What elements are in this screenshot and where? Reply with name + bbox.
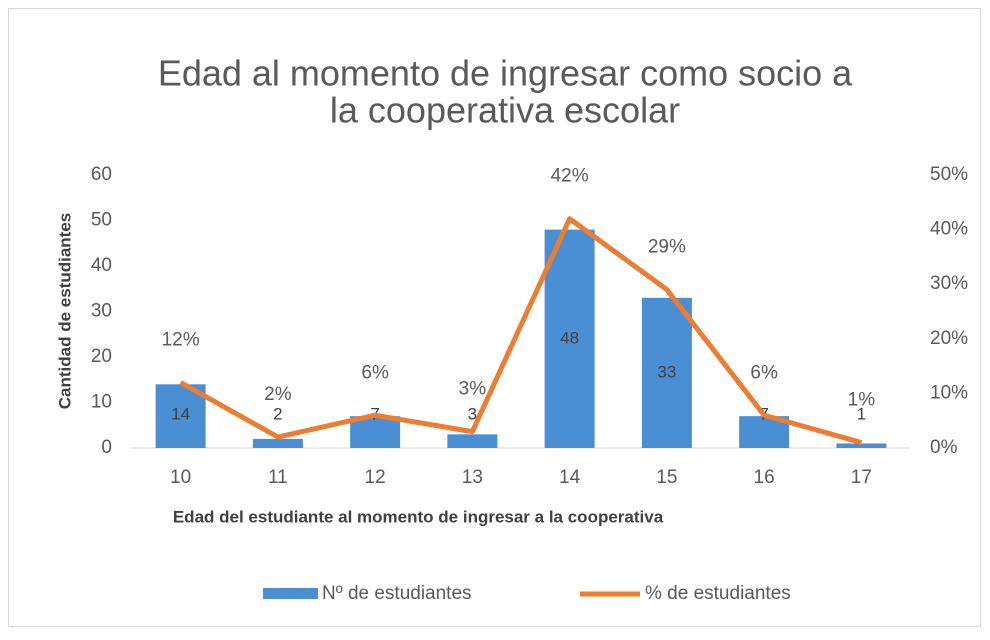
y-tick-label: 30 xyxy=(91,301,112,322)
bar-value-label: 3 xyxy=(468,404,477,423)
line xyxy=(179,216,863,445)
x-tick-label: 14 xyxy=(559,467,581,488)
bar xyxy=(447,434,498,448)
bar-value-label: 48 xyxy=(560,328,579,347)
y2-tick-label: 0% xyxy=(930,437,958,458)
chart-border xyxy=(8,8,981,627)
y-tick-label: 10 xyxy=(91,392,112,413)
chart-title: Edad al momento de ingresar como socio a xyxy=(158,53,853,94)
line-value-label: 1% xyxy=(848,390,876,411)
bar xyxy=(252,438,303,448)
y2-tick-label: 30% xyxy=(930,273,968,294)
y-tick-label: 60 xyxy=(91,164,112,185)
chart-title: la cooperativa escolar xyxy=(330,90,680,131)
bar-value-label: 14 xyxy=(171,404,190,423)
bar xyxy=(641,297,692,448)
legend-swatch xyxy=(263,588,318,599)
line-value-label: 6% xyxy=(361,362,389,383)
line-value-label: 6% xyxy=(750,362,778,383)
bar xyxy=(155,384,206,448)
line-value-label: 42% xyxy=(551,166,589,187)
y-tick-label: 50 xyxy=(91,210,112,231)
bar xyxy=(544,229,595,448)
y-tick-label: 40 xyxy=(91,255,112,276)
y-axis-title: Cantidad de estudiantes xyxy=(55,213,74,409)
bar xyxy=(836,443,887,448)
y2-tick-label: 10% xyxy=(930,382,968,403)
x-tick-label: 10 xyxy=(170,467,191,488)
y2-tick-label: 40% xyxy=(930,219,968,240)
x-tick-label: 11 xyxy=(268,467,288,488)
x-tick-label: 12 xyxy=(365,467,386,488)
line-value-label: 2% xyxy=(264,384,292,405)
x-tick-label: 15 xyxy=(656,467,677,488)
y2-tick-label: 20% xyxy=(930,328,968,349)
legend-label: % de estudiantes xyxy=(645,583,791,604)
bar-value-label: 1 xyxy=(857,404,866,423)
x-tick-label: 17 xyxy=(851,467,872,488)
line-value-label: 12% xyxy=(162,329,200,350)
y-tick-label: 20 xyxy=(91,346,112,367)
y2-tick-label: 50% xyxy=(930,164,968,185)
line-value-label: 29% xyxy=(648,237,686,258)
bar-value-label: 33 xyxy=(657,362,676,381)
bar-value-label: 2 xyxy=(273,404,282,423)
y-tick-label: 0 xyxy=(101,437,112,458)
x-tick-label: 13 xyxy=(462,467,483,488)
legend-label: Nº de estudiantes xyxy=(322,583,472,604)
line-value-label: 3% xyxy=(459,379,487,400)
x-axis-title: Edad del estudiante al momento de ingres… xyxy=(173,507,664,526)
x-tick-label: 16 xyxy=(754,467,775,488)
